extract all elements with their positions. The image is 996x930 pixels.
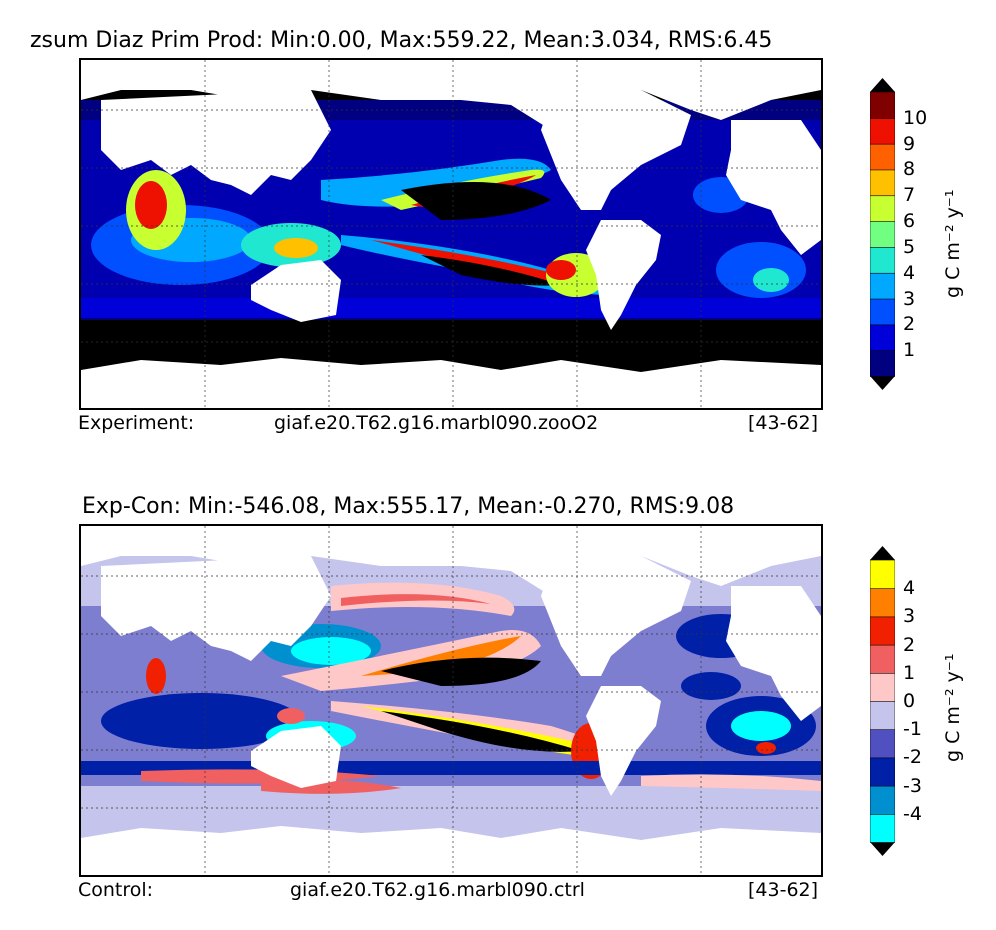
colorbar-band: [869, 324, 896, 351]
colorbar-tick-label: 4: [903, 577, 916, 600]
colorbar-band: [869, 587, 896, 618]
colorbar-band: [869, 169, 896, 197]
colorbar-tick-label: 0: [903, 690, 916, 712]
panel2-title: Exp-Con: Min:-546.08, Max:555.17, Mean:-…: [82, 494, 735, 519]
colorbar-tick-label: 3: [903, 605, 916, 628]
panel2-caption-mid: giaf.e20.T62.g16.marbl090.ctrl: [290, 879, 585, 901]
colorbar-band: [869, 246, 896, 274]
panel2-colorbar: [869, 546, 896, 856]
colorbar-band: [869, 117, 896, 145]
colorbar-tick-label: 8: [903, 158, 916, 181]
colorbar-extend-low: [870, 842, 895, 856]
colorbar-band: [869, 728, 896, 759]
colorbar-tick-label: 10: [903, 106, 928, 129]
panel1-colorbar: [869, 78, 896, 390]
colorbar-tick-label: 5: [903, 235, 916, 258]
colorbar-band: [869, 757, 896, 787]
colorbar-band: [869, 785, 896, 815]
colorbar-band: [869, 220, 896, 248]
panel1-caption-right: [43-62]: [748, 412, 819, 434]
colorbar-band: [869, 143, 896, 171]
colorbar-tick-label: -1: [903, 718, 922, 741]
panel1-caption-mid: giaf.e20.T62.g16.marbl090.zooO2: [274, 412, 599, 434]
colorbar-tick-label: 1: [903, 661, 916, 684]
colorbar-tick-label: 2: [903, 313, 916, 336]
colorbar-band: [869, 298, 896, 326]
panel1-caption-left: Experiment:: [78, 412, 195, 434]
colorbar-band: [869, 272, 896, 300]
colorbar-tick-label: -3: [903, 774, 922, 797]
colorbar-band: [869, 700, 896, 731]
colorbar-tick-label: 4: [903, 261, 916, 284]
colorbar-tick-label: 7: [903, 184, 916, 207]
colorbar-extend-high: [870, 78, 895, 92]
colorbar-band: [869, 644, 896, 674]
panel2-caption-left: Control:: [78, 879, 154, 901]
panel2-caption-right: [43-62]: [748, 879, 819, 901]
colorbar-tick-label: 3: [903, 287, 916, 310]
colorbar-tick-label: 6: [903, 210, 916, 233]
colorbar-band: [869, 194, 896, 222]
colorbar-tick-label: 1: [903, 339, 916, 362]
colorbar-band: [869, 349, 896, 377]
colorbar-extend-low: [870, 376, 895, 390]
colorbar-tick-label: 9: [903, 132, 916, 155]
colorbar-band: [869, 672, 896, 702]
panel1-colorbar-unit: g C m⁻² y⁻¹: [942, 189, 964, 299]
colorbar-band: [869, 559, 896, 590]
colorbar-tick-label: -4: [903, 802, 922, 825]
panel2-map: [79, 524, 823, 877]
colorbar-band: [869, 813, 896, 843]
colorbar-tick-label: 2: [903, 633, 916, 656]
colorbar-band: [869, 616, 896, 646]
panel2-colorbar-unit: g C m⁻² y⁻¹: [942, 653, 964, 763]
colorbar-extend-high: [870, 546, 895, 560]
colorbar-tick-label: -2: [903, 746, 922, 769]
colorbar-band: [869, 91, 896, 119]
panel1-map: [79, 58, 823, 410]
panel1-title: zsum Diaz Prim Prod: Min:0.00, Max:559.2…: [30, 28, 773, 53]
